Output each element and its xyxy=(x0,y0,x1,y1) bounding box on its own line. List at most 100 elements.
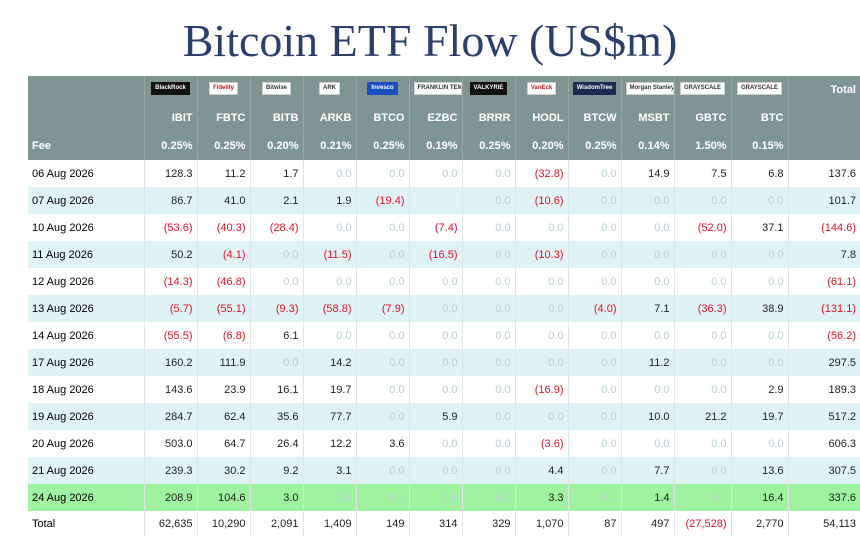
ticker-header: MSBT xyxy=(620,104,674,132)
flow-value: 11.2 xyxy=(620,349,674,376)
flow-value: 0.0 xyxy=(249,349,303,376)
flow-value: 64.7 xyxy=(196,430,250,457)
flow-value: 0.0 xyxy=(567,268,621,295)
totals-label: Total xyxy=(28,511,144,537)
ticker-header: ARKB xyxy=(302,104,356,132)
issuer-logo-cell: FRANKLIN TEMPLETON xyxy=(408,76,462,104)
flow-value: 0.0 xyxy=(461,403,515,430)
flow-value: 7.1 xyxy=(620,295,674,322)
flow-value: (6.8) xyxy=(196,322,250,349)
flow-value: 0.0 xyxy=(355,376,409,403)
date-cell: 14 Aug 2026 xyxy=(28,322,144,349)
flow-value: (36.3) xyxy=(673,295,731,322)
table-row: 10 Aug 2026 (53.6) (40.3) (28.4) 0.0 0.0 (7.4)… xyxy=(28,214,860,241)
flow-value: (10.3) xyxy=(514,241,568,268)
fee-cell: 0.15% xyxy=(730,132,788,160)
table-row: 19 Aug 2026 284.7 62.4 35.6 77.7 0.0 5.9 0.0 0.0… xyxy=(28,403,860,430)
flow-value: 0.0 xyxy=(461,457,515,484)
flow-value: 10.0 xyxy=(620,403,674,430)
fee-cell: 0.25% xyxy=(355,132,409,160)
flow-value: 0.0 xyxy=(302,322,356,349)
flow-value xyxy=(408,187,462,214)
column-total: 2,091 xyxy=(249,511,303,537)
flow-value: 0.0 xyxy=(355,484,409,511)
flow-value: 0.0 xyxy=(514,214,568,241)
flow-value: 0.0 xyxy=(673,349,731,376)
header-blank-cell xyxy=(787,104,860,132)
issuer-logo-cell: Bitwise xyxy=(249,76,303,104)
flow-value: 0.0 xyxy=(567,484,621,511)
date-cell: 06 Aug 2026 xyxy=(28,160,144,187)
flow-value: 0.0 xyxy=(408,349,462,376)
flow-value: 0.0 xyxy=(249,241,303,268)
issuer-logo-cell: Invesco xyxy=(355,76,409,104)
flow-value: 0.0 xyxy=(355,214,409,241)
ticker-header: BRRR xyxy=(461,104,515,132)
column-total: 497 xyxy=(620,511,674,537)
flow-value: 13.6 xyxy=(730,457,788,484)
flow-value: 0.0 xyxy=(302,214,356,241)
fee-cell: 0.20% xyxy=(249,132,303,160)
flow-value: (7.4) xyxy=(408,214,462,241)
flow-value: 0.0 xyxy=(461,430,515,457)
flow-value: (4.1) xyxy=(196,241,250,268)
flow-value: 0.0 xyxy=(673,241,731,268)
flow-value: 239.3 xyxy=(143,457,197,484)
flow-value: 14.2 xyxy=(302,349,356,376)
flow-value: 0.0 xyxy=(302,484,356,511)
flow-value: 0.0 xyxy=(730,241,788,268)
flow-value: 0.0 xyxy=(461,187,515,214)
date-cell: 20 Aug 2026 xyxy=(28,430,144,457)
flow-value: 38.9 xyxy=(730,295,788,322)
row-total: 297.5 xyxy=(787,349,860,376)
ticker-header: FBTC xyxy=(196,104,250,132)
fee-cell: 0.25% xyxy=(461,132,515,160)
page-title: Bitcoin ETF Flow (US$m) xyxy=(182,15,678,66)
ticker-header: BTC xyxy=(730,104,788,132)
table-row: 14 Aug 2026 (55.5) (6.8) 6.1 0.0 0.0 0.0 0.0 0.0… xyxy=(28,322,860,349)
issuer-logo-cell: Fidelity xyxy=(196,76,250,104)
flow-value: 1.9 xyxy=(302,187,356,214)
flow-value: 0.0 xyxy=(514,322,568,349)
flow-value: 0.0 xyxy=(355,457,409,484)
flow-value: 0.0 xyxy=(620,187,674,214)
table-row: 13 Aug 2026 (5.7) (55.1) (9.3) (58.8) (7.9) 0.… xyxy=(28,295,860,322)
flow-value: 0.0 xyxy=(461,376,515,403)
flow-value: 0.0 xyxy=(461,484,515,511)
flow-value: 50.2 xyxy=(143,241,197,268)
wisdomtree-logo-icon: WisdomTree xyxy=(572,82,617,95)
flow-value: 0.0 xyxy=(620,214,674,241)
flow-value: 0.0 xyxy=(514,403,568,430)
row-total: 101.7 xyxy=(787,187,860,214)
flow-value: 0.0 xyxy=(461,349,515,376)
flow-value: 0.0 xyxy=(461,268,515,295)
flow-value: 0.0 xyxy=(620,376,674,403)
flow-value: 0.0 xyxy=(355,160,409,187)
flow-value: 19.7 xyxy=(302,376,356,403)
flow-value: 160.2 xyxy=(143,349,197,376)
flow-value: 0.0 xyxy=(355,322,409,349)
flow-value: 3.6 xyxy=(355,430,409,457)
flow-value: 0.0 xyxy=(730,349,788,376)
fee-label: Fee xyxy=(28,132,144,160)
column-total: 1,409 xyxy=(302,511,356,537)
column-total: 329 xyxy=(461,511,515,537)
flow-value: 37.1 xyxy=(730,214,788,241)
flow-value: (28.4) xyxy=(249,214,303,241)
fee-cell: 0.25% xyxy=(143,132,197,160)
date-cell: 21 Aug 2026 xyxy=(28,457,144,484)
grayscale-logo-icon: GRAYSCALE xyxy=(679,82,726,95)
fee-cell: 0.20% xyxy=(514,132,568,160)
flow-value: (55.1) xyxy=(196,295,250,322)
flow-value: 7.5 xyxy=(673,160,731,187)
flow-value: 0.0 xyxy=(461,214,515,241)
date-cell: 10 Aug 2026 xyxy=(28,214,144,241)
flow-value: (16.5) xyxy=(408,241,462,268)
flow-value: (16.9) xyxy=(514,376,568,403)
flow-value: 143.6 xyxy=(143,376,197,403)
flow-value: 4.4 xyxy=(514,457,568,484)
row-total: 137.6 xyxy=(787,160,860,187)
fee-cell: 0.25% xyxy=(567,132,621,160)
flow-value: 0.0 xyxy=(461,241,515,268)
column-total: 10,290 xyxy=(196,511,250,537)
